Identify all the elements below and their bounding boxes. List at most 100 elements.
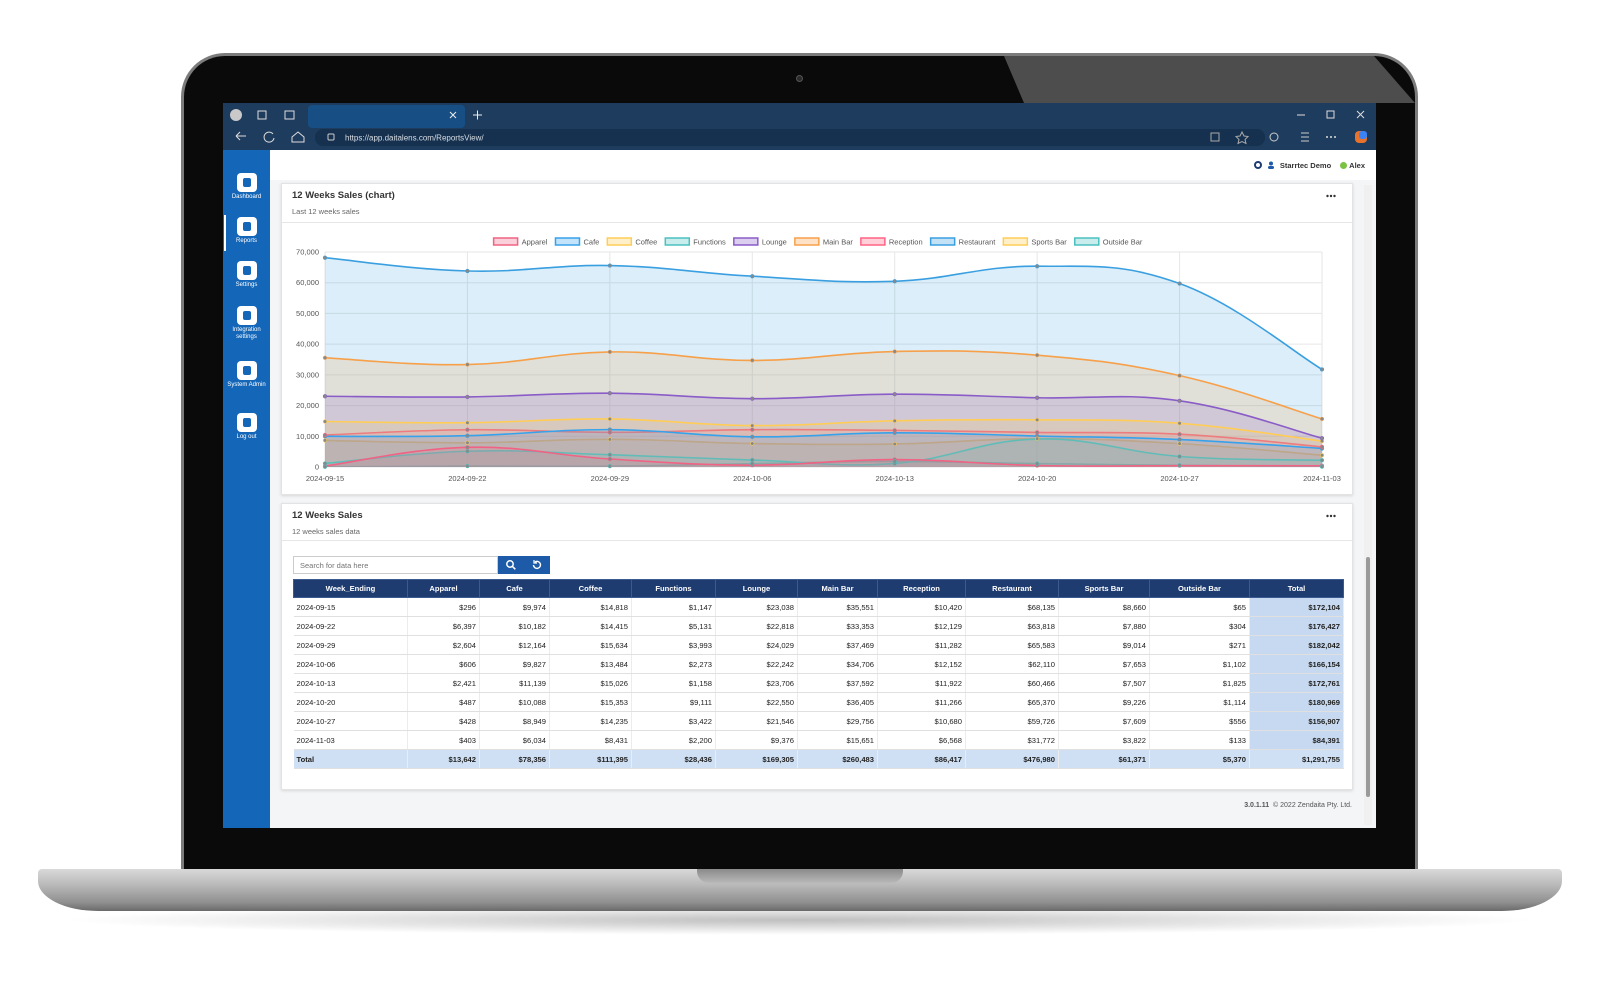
new-tab[interactable] bbox=[473, 110, 482, 120]
point bbox=[1319, 416, 1325, 422]
data-row: 2024-10-06 $606 $9,827 $13,484 $2,273 $22,242… bbox=[293, 654, 1344, 674]
nav-item[interactable]: Dashboard bbox=[223, 173, 270, 201]
point bbox=[607, 391, 612, 396]
header-row: Week_Ending Apparel Cafe Coffee Functions Lou… bbox=[293, 579, 1344, 598]
header-cell: Outside Bar bbox=[1149, 579, 1250, 598]
cell: 2024-10-13 bbox=[293, 673, 408, 693]
card-subtitle: Last 12 weeks sales bbox=[292, 207, 360, 216]
y-tick-label: 50,000 bbox=[296, 309, 319, 318]
cell: $33,353 bbox=[797, 616, 878, 636]
header-cell: Functions bbox=[631, 579, 716, 598]
point bbox=[892, 279, 897, 284]
cell: $606 bbox=[407, 654, 480, 674]
reader-icon[interactable] bbox=[1210, 132, 1220, 142]
reload[interactable] bbox=[263, 131, 275, 143]
cell: $37,592 bbox=[797, 673, 878, 693]
legend-item[interactable]: Outside Bar bbox=[1074, 237, 1143, 247]
line bbox=[325, 256, 1322, 371]
cell: 2024-10-06 bbox=[293, 654, 408, 674]
nav-label: Log out bbox=[236, 434, 257, 440]
point bbox=[892, 459, 897, 464]
close-tab[interactable] bbox=[449, 111, 457, 119]
favorite-icon[interactable] bbox=[1234, 130, 1250, 145]
profile-icon[interactable] bbox=[230, 109, 242, 121]
point bbox=[1319, 444, 1325, 449]
nav-item[interactable]: Settings bbox=[223, 261, 270, 289]
legend-item[interactable]: Lounge bbox=[733, 237, 787, 247]
point bbox=[1319, 436, 1325, 441]
user[interactable]: Alex bbox=[1349, 160, 1365, 170]
point bbox=[465, 362, 470, 367]
point bbox=[892, 428, 897, 433]
active-tab[interactable] bbox=[308, 105, 465, 128]
nav-icon bbox=[236, 361, 257, 380]
cell: $296 bbox=[407, 597, 480, 617]
cell: $24,029 bbox=[715, 635, 798, 655]
workspaces-icon[interactable] bbox=[257, 110, 267, 120]
card-title: 12 Weeks Sales (chart) bbox=[292, 190, 395, 201]
header-cell: Coffee bbox=[549, 579, 632, 598]
line bbox=[325, 437, 1322, 457]
cell: $3,993 bbox=[631, 635, 716, 655]
header-cell: Apparel bbox=[407, 579, 480, 598]
cell: $7,507 bbox=[1058, 673, 1150, 693]
legend-label: Outside Bar bbox=[1103, 238, 1143, 247]
legend-item[interactable]: Functions bbox=[664, 237, 726, 247]
maximize[interactable] bbox=[1326, 110, 1335, 119]
legend-item[interactable]: Reception bbox=[860, 237, 923, 247]
divider bbox=[282, 540, 1352, 541]
card-menu[interactable] bbox=[1326, 514, 1336, 518]
line bbox=[325, 392, 1322, 439]
card-title: 12 Weeks Sales bbox=[292, 510, 363, 521]
cell: $1,147 bbox=[631, 597, 716, 617]
point bbox=[750, 274, 755, 279]
legend-item[interactable]: Apparel bbox=[492, 237, 548, 247]
cell: $9,376 bbox=[715, 730, 798, 750]
cell: $11,266 bbox=[877, 692, 966, 712]
cell: $7,609 bbox=[1058, 711, 1150, 731]
legend-item[interactable]: Cafe bbox=[554, 237, 599, 247]
cell: $271 bbox=[1149, 635, 1250, 655]
address-bar[interactable] bbox=[315, 129, 1265, 146]
cell: $62,110 bbox=[965, 654, 1059, 674]
card-menu[interactable] bbox=[1326, 194, 1336, 198]
nav-item[interactable]: System Admin bbox=[223, 361, 270, 389]
data-row: 2024-10-13 $2,421 $11,139 $15,026 $1,158 $23,… bbox=[293, 673, 1344, 693]
cell: 2024-09-29 bbox=[293, 635, 408, 655]
tab-actions-icon[interactable] bbox=[284, 110, 295, 120]
scroll-thumb[interactable] bbox=[1366, 557, 1370, 797]
legend-label: Cafe bbox=[583, 238, 599, 247]
nav-item[interactable]: Reports bbox=[223, 215, 270, 251]
extensions-icon[interactable] bbox=[1269, 132, 1279, 142]
nav-item[interactable]: Integration settings bbox=[223, 306, 270, 341]
cell: $12,129 bbox=[877, 616, 966, 636]
legend-item[interactable]: Sports Bar bbox=[1002, 237, 1067, 247]
point bbox=[465, 433, 470, 438]
cell: $6,034 bbox=[479, 730, 550, 750]
cell: 2024-09-22 bbox=[293, 616, 408, 636]
search-button[interactable] bbox=[498, 556, 524, 574]
settings-icon[interactable] bbox=[1253, 161, 1262, 169]
cell: $1,114 bbox=[1149, 692, 1250, 712]
nav-item[interactable]: Log out bbox=[223, 413, 270, 441]
legend-item[interactable]: Coffee bbox=[606, 237, 657, 247]
search-input[interactable] bbox=[293, 556, 498, 574]
refresh-button[interactable] bbox=[524, 556, 550, 574]
point bbox=[1177, 437, 1182, 442]
cell: $14,818 bbox=[549, 597, 632, 617]
back[interactable] bbox=[235, 131, 246, 141]
legend-swatch bbox=[492, 237, 519, 246]
legend-swatch bbox=[664, 237, 691, 246]
point bbox=[607, 430, 612, 435]
company[interactable]: Starrtec Demo bbox=[1279, 160, 1332, 170]
favorites-icon[interactable] bbox=[1301, 132, 1309, 142]
data-row: 2024-09-22 $6,397 $10,182 $14,415 $5,131 $22,… bbox=[293, 616, 1344, 636]
home[interactable] bbox=[291, 131, 305, 143]
cell: $65 bbox=[1149, 597, 1250, 617]
legend-item[interactable]: Main Bar bbox=[794, 237, 854, 247]
point bbox=[750, 457, 755, 463]
legend-item[interactable]: Restaurant bbox=[929, 237, 997, 247]
scrollbar[interactable] bbox=[1364, 185, 1372, 825]
close-window[interactable] bbox=[1356, 110, 1365, 119]
point bbox=[322, 432, 328, 438]
